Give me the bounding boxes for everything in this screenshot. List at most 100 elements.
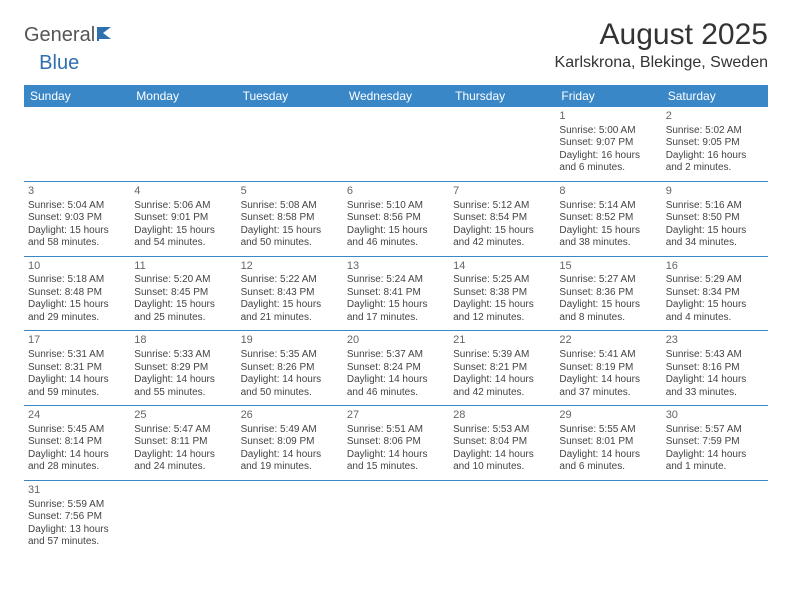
calendar-empty-cell [130, 107, 236, 181]
calendar-day-cell: 12Sunrise: 5:22 AMSunset: 8:43 PMDayligh… [237, 256, 343, 331]
sunrise-text: Sunrise: 5:29 AM [666, 274, 764, 287]
daylight-text: and 58 minutes. [28, 237, 126, 250]
calendar-empty-cell [130, 480, 236, 554]
sunrise-text: Sunrise: 5:25 AM [453, 274, 551, 287]
day-number: 10 [28, 260, 126, 274]
day-number: 7 [453, 185, 551, 199]
day-number: 31 [28, 484, 126, 498]
weekday-header: Tuesday [237, 85, 343, 107]
calendar-day-cell: 6Sunrise: 5:10 AMSunset: 8:56 PMDaylight… [343, 181, 449, 256]
day-number: 30 [666, 409, 764, 423]
sunset-text: Sunset: 8:50 PM [666, 212, 764, 225]
calendar-day-cell: 11Sunrise: 5:20 AMSunset: 8:45 PMDayligh… [130, 256, 236, 331]
calendar-week-row: 1Sunrise: 5:00 AMSunset: 9:07 PMDaylight… [24, 107, 768, 181]
daylight-text: Daylight: 15 hours [666, 299, 764, 312]
sunrise-text: Sunrise: 5:22 AM [241, 274, 339, 287]
daylight-text: Daylight: 14 hours [28, 449, 126, 462]
daylight-text: Daylight: 15 hours [559, 299, 657, 312]
logo-text-blue: Blue [39, 52, 79, 75]
daylight-text: and 55 minutes. [134, 387, 232, 400]
calendar-day-cell: 4Sunrise: 5:06 AMSunset: 9:01 PMDaylight… [130, 181, 236, 256]
calendar-empty-cell [449, 480, 555, 554]
daylight-text: and 50 minutes. [241, 237, 339, 250]
weekday-header: Thursday [449, 85, 555, 107]
sunset-text: Sunset: 8:11 PM [134, 436, 232, 449]
sunset-text: Sunset: 8:54 PM [453, 212, 551, 225]
daylight-text: and 46 minutes. [347, 387, 445, 400]
daylight-text: and 6 minutes. [559, 461, 657, 474]
sunrise-text: Sunrise: 5:41 AM [559, 349, 657, 362]
sunset-text: Sunset: 8:04 PM [453, 436, 551, 449]
weekday-header: Saturday [662, 85, 768, 107]
day-number: 13 [347, 260, 445, 274]
daylight-text: Daylight: 14 hours [453, 449, 551, 462]
flag-icon [97, 25, 119, 46]
calendar-day-cell: 5Sunrise: 5:08 AMSunset: 8:58 PMDaylight… [237, 181, 343, 256]
daylight-text: Daylight: 14 hours [453, 374, 551, 387]
daylight-text: and 25 minutes. [134, 312, 232, 325]
calendar-day-cell: 10Sunrise: 5:18 AMSunset: 8:48 PMDayligh… [24, 256, 130, 331]
day-number: 19 [241, 334, 339, 348]
daylight-text: Daylight: 16 hours [559, 150, 657, 163]
daylight-text: Daylight: 15 hours [28, 299, 126, 312]
calendar-week-row: 24Sunrise: 5:45 AMSunset: 8:14 PMDayligh… [24, 406, 768, 481]
sunset-text: Sunset: 8:34 PM [666, 287, 764, 300]
daylight-text: and 24 minutes. [134, 461, 232, 474]
sunset-text: Sunset: 8:43 PM [241, 287, 339, 300]
sunrise-text: Sunrise: 5:47 AM [134, 424, 232, 437]
daylight-text: Daylight: 14 hours [134, 374, 232, 387]
calendar-empty-cell [24, 107, 130, 181]
weekday-header: Friday [555, 85, 661, 107]
daylight-text: and 37 minutes. [559, 387, 657, 400]
daylight-text: Daylight: 15 hours [347, 299, 445, 312]
sunset-text: Sunset: 8:56 PM [347, 212, 445, 225]
location: Karlskrona, Blekinge, Sweden [555, 54, 768, 72]
sunrise-text: Sunrise: 5:33 AM [134, 349, 232, 362]
daylight-text: and 12 minutes. [453, 312, 551, 325]
day-number: 18 [134, 334, 232, 348]
weekday-header-row: SundayMondayTuesdayWednesdayThursdayFrid… [24, 85, 768, 107]
day-number: 9 [666, 185, 764, 199]
calendar-week-row: 31Sunrise: 5:59 AMSunset: 7:56 PMDayligh… [24, 480, 768, 554]
daylight-text: Daylight: 15 hours [28, 225, 126, 238]
sunrise-text: Sunrise: 5:39 AM [453, 349, 551, 362]
daylight-text: and 29 minutes. [28, 312, 126, 325]
sunset-text: Sunset: 8:41 PM [347, 287, 445, 300]
sunset-text: Sunset: 9:01 PM [134, 212, 232, 225]
calendar-day-cell: 20Sunrise: 5:37 AMSunset: 8:24 PMDayligh… [343, 331, 449, 406]
title-block: August 2025 Karlskrona, Blekinge, Sweden [555, 18, 768, 72]
daylight-text: Daylight: 15 hours [453, 225, 551, 238]
day-number: 3 [28, 185, 126, 199]
sunrise-text: Sunrise: 5:51 AM [347, 424, 445, 437]
sunset-text: Sunset: 8:36 PM [559, 287, 657, 300]
sunrise-text: Sunrise: 5:04 AM [28, 200, 126, 213]
daylight-text: and 19 minutes. [241, 461, 339, 474]
calendar-day-cell: 21Sunrise: 5:39 AMSunset: 8:21 PMDayligh… [449, 331, 555, 406]
sunset-text: Sunset: 9:05 PM [666, 137, 764, 150]
daylight-text: and 57 minutes. [28, 536, 126, 549]
sunrise-text: Sunrise: 5:12 AM [453, 200, 551, 213]
calendar-week-row: 10Sunrise: 5:18 AMSunset: 8:48 PMDayligh… [24, 256, 768, 331]
calendar-week-row: 3Sunrise: 5:04 AMSunset: 9:03 PMDaylight… [24, 181, 768, 256]
day-number: 11 [134, 260, 232, 274]
day-number: 17 [28, 334, 126, 348]
weekday-header: Sunday [24, 85, 130, 107]
daylight-text: and 33 minutes. [666, 387, 764, 400]
calendar-day-cell: 22Sunrise: 5:41 AMSunset: 8:19 PMDayligh… [555, 331, 661, 406]
day-number: 6 [347, 185, 445, 199]
daylight-text: Daylight: 14 hours [347, 374, 445, 387]
day-number: 22 [559, 334, 657, 348]
sunset-text: Sunset: 8:19 PM [559, 362, 657, 375]
sunrise-text: Sunrise: 5:53 AM [453, 424, 551, 437]
day-number: 27 [347, 409, 445, 423]
sunset-text: Sunset: 8:48 PM [28, 287, 126, 300]
weekday-header: Wednesday [343, 85, 449, 107]
daylight-text: and 4 minutes. [666, 312, 764, 325]
calendar-empty-cell [237, 480, 343, 554]
calendar-day-cell: 3Sunrise: 5:04 AMSunset: 9:03 PMDaylight… [24, 181, 130, 256]
calendar-day-cell: 25Sunrise: 5:47 AMSunset: 8:11 PMDayligh… [130, 406, 236, 481]
daylight-text: Daylight: 15 hours [666, 225, 764, 238]
calendar-week-row: 17Sunrise: 5:31 AMSunset: 8:31 PMDayligh… [24, 331, 768, 406]
daylight-text: Daylight: 15 hours [347, 225, 445, 238]
daylight-text: and 59 minutes. [28, 387, 126, 400]
